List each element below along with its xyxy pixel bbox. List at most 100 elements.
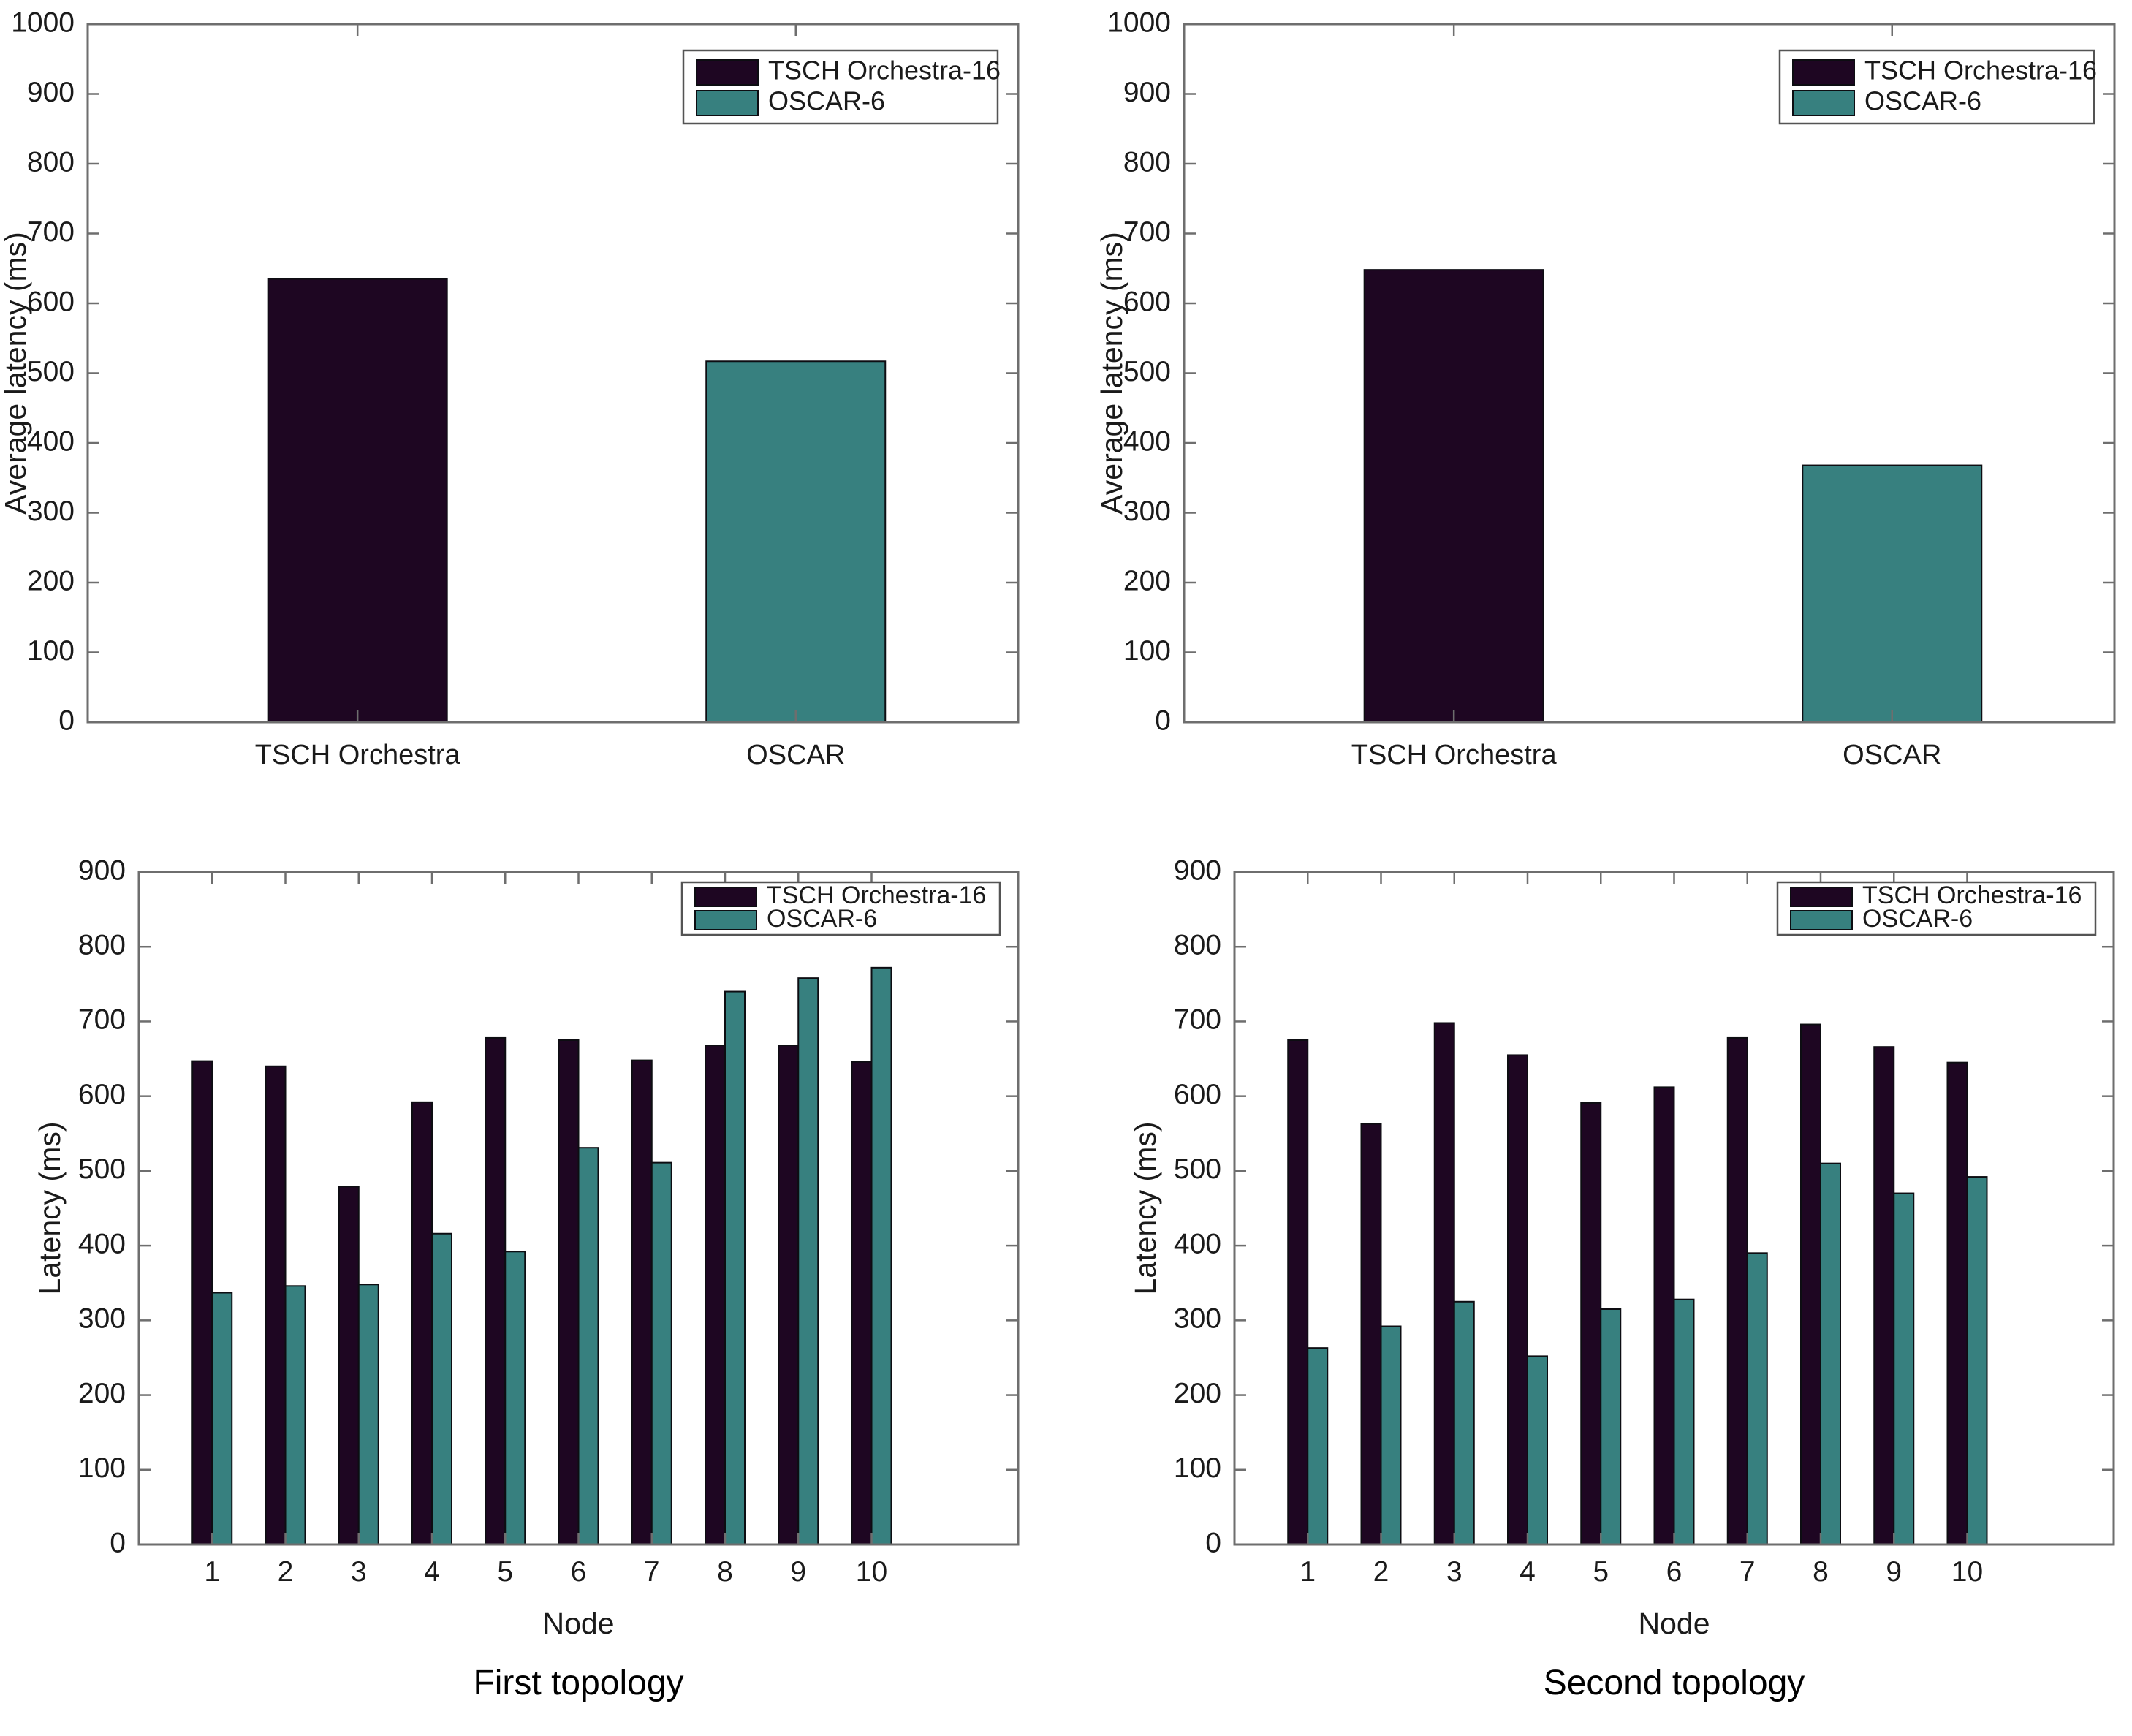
- x-tick-label: 7: [1740, 1556, 1756, 1588]
- x-tick-label: 8: [1813, 1556, 1829, 1588]
- axes-box: [1233, 871, 2115, 1546]
- axes-box: [137, 871, 1020, 1546]
- y-tick-label: 700: [1174, 1004, 1221, 1036]
- y-tick-label: 1000: [11, 7, 75, 38]
- x-tick-label: 9: [1886, 1556, 1902, 1588]
- y-tick-label: 700: [27, 216, 75, 248]
- bar-oscar-6-node-10: [870, 966, 892, 1546]
- y-tick-label: 700: [78, 1004, 126, 1036]
- bar-tsch-orchestra-16-node-6: [1653, 1086, 1675, 1545]
- x-axis-label: Node: [542, 1607, 614, 1640]
- y-axis-label: Average latency (ms): [0, 232, 32, 515]
- y-tick-label: 300: [27, 496, 75, 527]
- bar-tsch-orchestra-16-node-8: [705, 1045, 726, 1545]
- bar-oscar: [1802, 464, 1983, 723]
- y-tick-label: 200: [1174, 1378, 1221, 1409]
- x-tick-label: OSCAR: [746, 740, 845, 770]
- bar-tsch-orchestra-16-node-10: [851, 1061, 873, 1545]
- bar-oscar-6-node-3: [357, 1284, 379, 1545]
- x-tick-label: 7: [644, 1556, 660, 1588]
- bar-oscar-6-node-4: [431, 1232, 452, 1545]
- x-tick-label: 5: [1593, 1556, 1609, 1588]
- bar-tsch-orchestra-16-node-4: [411, 1101, 433, 1546]
- bar-oscar-6-node-5: [504, 1251, 526, 1545]
- legend-label-tsch-orchestra-16: TSCH Orchestra-16: [767, 882, 986, 909]
- legend-swatch-oscar-6: [696, 90, 759, 116]
- legend-swatch-tsch-orchestra-16: [696, 59, 759, 86]
- y-tick-label: 800: [27, 146, 75, 178]
- x-tick-label: 4: [1520, 1556, 1536, 1588]
- legend-label-oscar-6: OSCAR-6: [1862, 905, 1973, 933]
- bar-tsch-orchestra-16-node-5: [1580, 1102, 1602, 1546]
- x-tick-label: 1: [204, 1556, 220, 1588]
- bar-oscar-6-node-9: [797, 977, 819, 1545]
- x-tick-label: 3: [1446, 1556, 1463, 1588]
- bar-oscar-6-node-6: [577, 1147, 599, 1545]
- legend-label-tsch-orchestra-16: TSCH Orchestra-16: [1862, 882, 2082, 909]
- x-tick-label: 10: [856, 1556, 887, 1588]
- x-tick-label: 6: [571, 1556, 587, 1588]
- y-tick-label: 500: [27, 356, 75, 387]
- x-tick-label: 4: [424, 1556, 440, 1588]
- bar-oscar-6-node-2: [1380, 1325, 1402, 1545]
- bar-oscar-6-node-5: [1600, 1308, 1622, 1545]
- y-axis-label: Latency (ms): [33, 1122, 67, 1295]
- y-tick-label: 300: [1123, 496, 1171, 527]
- y-tick-label: 600: [27, 286, 75, 317]
- y-tick-label: 100: [78, 1452, 126, 1484]
- y-tick-label: 100: [1123, 635, 1171, 667]
- bar-tsch-orchestra-16-node-7: [631, 1059, 653, 1546]
- x-tick-label: 1: [1300, 1556, 1316, 1588]
- bar-oscar-6-node-3: [1453, 1300, 1475, 1545]
- y-tick-label: 800: [1123, 146, 1171, 178]
- x-tick-label: TSCH Orchestra: [255, 740, 461, 770]
- legend-label-oscar-6: OSCAR-6: [768, 86, 885, 116]
- y-tick-label: 700: [1123, 216, 1171, 248]
- y-tick-label: 1000: [1107, 7, 1171, 38]
- x-tick-label: 6: [1666, 1556, 1683, 1588]
- y-tick-label: 500: [1174, 1153, 1221, 1185]
- x-tick-label: OSCAR: [1843, 740, 1941, 770]
- axes-box: [1183, 23, 2116, 724]
- y-tick-label: 900: [1174, 854, 1221, 886]
- bar-tsch-orchestra-16-node-3: [338, 1186, 360, 1545]
- bar-tsch-orchestra-16-node-1: [191, 1060, 213, 1546]
- chart-average-latency-second-topology: 0 100 200 300 400 500 600 700 800 900 1000 TSCH Orc…: [1095, 7, 2116, 770]
- bar-oscar-6-node-8: [1820, 1162, 1841, 1545]
- bar-oscar-6-node-1: [211, 1292, 233, 1545]
- y-tick-label: 100: [27, 635, 75, 667]
- legend-label-oscar-6: OSCAR-6: [1864, 86, 1981, 116]
- chart-per-node-latency-second-topology: 0 100 200 300 400 500 600 700 800 900 1 2 3 4 5 6 7 8 9 10 L…: [1128, 854, 2115, 1640]
- y-tick-label: 400: [1174, 1228, 1221, 1259]
- bar-oscar-6-node-8: [724, 990, 746, 1546]
- bar-tsch-orchestra-16-node-7: [1726, 1036, 1748, 1545]
- y-tick-label: 0: [110, 1527, 126, 1558]
- x-tick-label: 9: [790, 1556, 806, 1588]
- legend-swatch-tsch-orchestra-16: [1792, 59, 1855, 86]
- bar-tsch-orchestra-16-node-4: [1507, 1054, 1528, 1545]
- legend-swatch-tsch-orchestra-16: [1790, 887, 1853, 907]
- bar-tsch-orchestra-16-node-3: [1433, 1022, 1455, 1545]
- x-tick-label: 5: [497, 1556, 513, 1588]
- y-tick-label: 500: [1123, 356, 1171, 387]
- bar-oscar-6-node-2: [284, 1285, 306, 1545]
- y-tick-label: 400: [78, 1228, 126, 1259]
- axes-box: [86, 23, 1020, 724]
- y-tick-label: 800: [1174, 930, 1221, 961]
- legend-swatch-tsch-orchestra-16: [694, 887, 757, 907]
- bar-oscar-6-node-10: [1966, 1176, 1988, 1545]
- y-tick-label: 900: [1123, 77, 1171, 108]
- y-tick-label: 900: [78, 854, 126, 886]
- bar-oscar-6-node-7: [1746, 1252, 1768, 1545]
- y-tick-label: 800: [78, 930, 126, 961]
- x-tick-label: 10: [1951, 1556, 1983, 1588]
- y-axis-label: Latency (ms): [1128, 1122, 1162, 1295]
- y-tick-label: 200: [78, 1378, 126, 1409]
- legend-swatch-oscar-6: [1790, 910, 1853, 930]
- y-tick-label: 300: [78, 1303, 126, 1335]
- x-tick-label: TSCH Orchestra: [1351, 740, 1558, 770]
- bar-oscar-6-node-7: [650, 1161, 672, 1545]
- legend-label-tsch-orchestra-16: TSCH Orchestra-16: [768, 56, 1001, 86]
- y-tick-label: 400: [27, 425, 75, 457]
- y-tick-label: 200: [27, 565, 75, 596]
